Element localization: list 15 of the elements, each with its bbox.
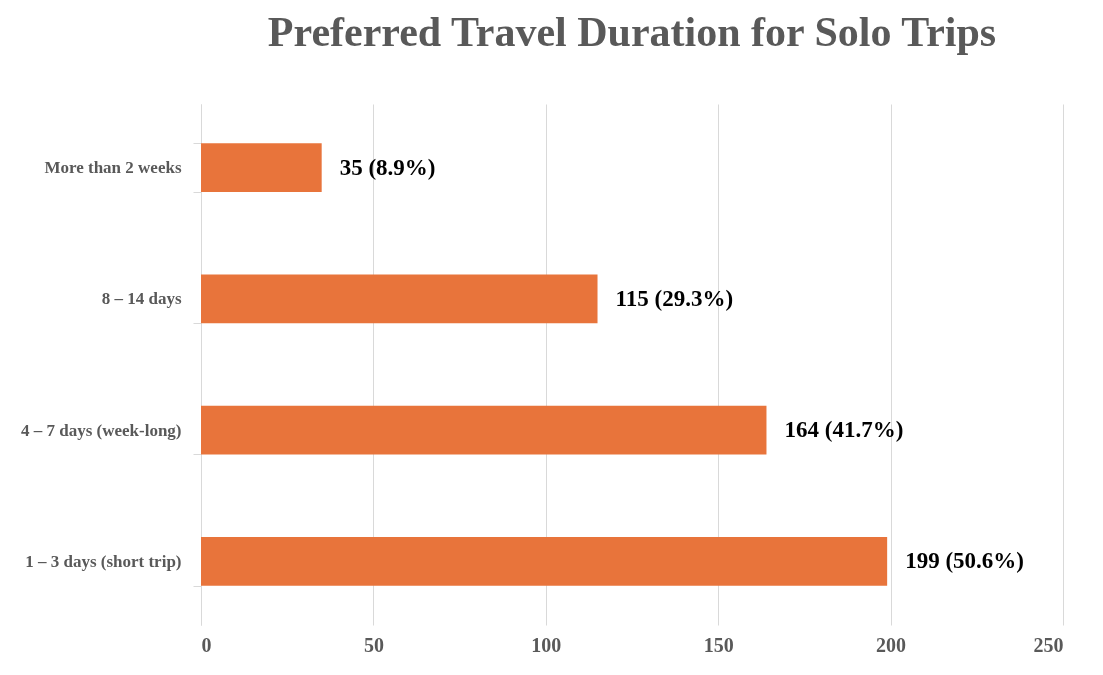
y-tick-label: 8 – 14 days [101,289,182,309]
x-tick-label: 0 [201,633,212,656]
x-tick-label: 200 [876,633,907,656]
x-tick-label: 100 [531,633,562,656]
y-tick-label: 1 – 3 days (short trip) [25,551,182,571]
y-tick-label: More than 2 weeks [44,158,182,178]
y-tick-label: 4 – 7 days (week-long) [20,420,182,440]
x-tick-label: 250 [1033,633,1064,656]
x-tick-label: 50 [363,633,384,656]
x-tick-label: 150 [703,633,734,656]
data-label: 199 (50.6%) [905,548,1024,574]
chart-title: Preferred Travel Duration for Solo Trips [267,9,997,55]
data-label: 164 (41.7%) [784,417,904,443]
data-label: 115 (29.3%) [615,285,734,311]
data-label: 35 (8.9%) [339,154,436,180]
